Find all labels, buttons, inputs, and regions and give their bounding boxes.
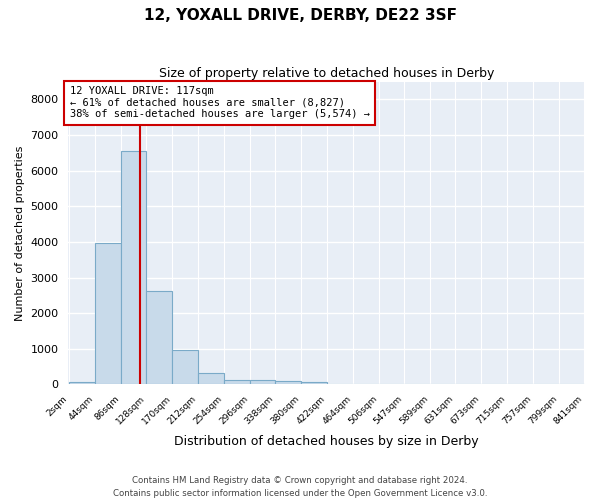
Bar <box>69 382 95 384</box>
Text: 12 YOXALL DRIVE: 117sqm
← 61% of detached houses are smaller (8,827)
38% of semi: 12 YOXALL DRIVE: 117sqm ← 61% of detache… <box>70 86 370 120</box>
Bar <box>95 243 121 384</box>
Bar <box>172 350 198 384</box>
Text: Contains HM Land Registry data © Crown copyright and database right 2024.
Contai: Contains HM Land Registry data © Crown c… <box>113 476 487 498</box>
Title: Size of property relative to detached houses in Derby: Size of property relative to detached ho… <box>159 68 494 80</box>
Y-axis label: Number of detached properties: Number of detached properties <box>15 146 25 320</box>
Bar <box>146 291 172 384</box>
Bar <box>275 381 301 384</box>
Bar <box>224 380 250 384</box>
Bar <box>198 374 224 384</box>
Text: 12, YOXALL DRIVE, DERBY, DE22 3SF: 12, YOXALL DRIVE, DERBY, DE22 3SF <box>143 8 457 22</box>
X-axis label: Distribution of detached houses by size in Derby: Distribution of detached houses by size … <box>175 434 479 448</box>
Bar <box>301 382 327 384</box>
Bar <box>121 151 146 384</box>
Bar <box>250 380 275 384</box>
